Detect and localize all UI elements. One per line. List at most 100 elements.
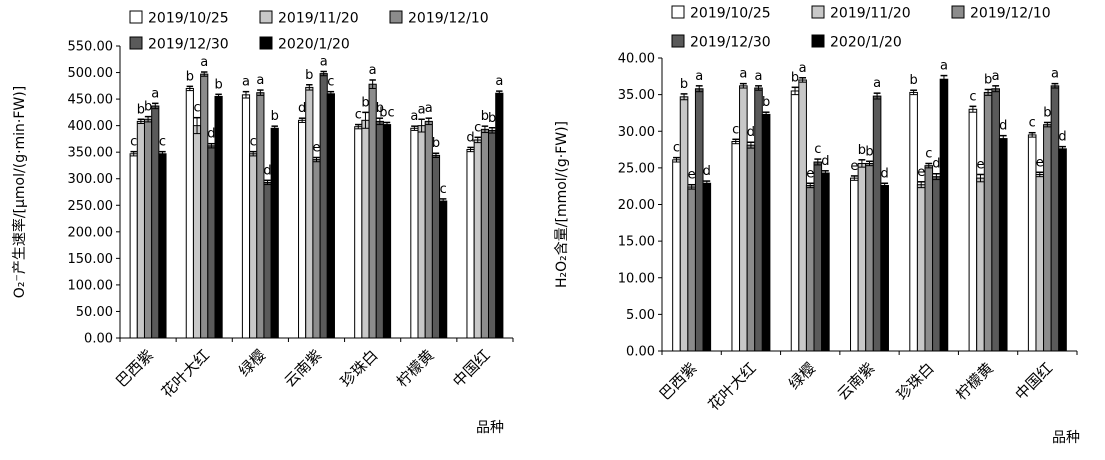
significance-label: d — [881, 166, 889, 181]
bar-2019/10/25-花叶大红 — [185, 87, 194, 339]
significance-label: b — [680, 77, 688, 92]
bar-2019/11/20-花叶大红 — [192, 125, 202, 339]
significance-label: a — [739, 67, 747, 82]
y-tick-label: 350.00 — [68, 146, 114, 161]
bar-2019/10/25-花叶大红 — [731, 141, 741, 352]
legend-label: 2019/11/20 — [278, 11, 359, 27]
y-tick-label: 550.00 — [68, 40, 114, 55]
significance-label: b — [762, 95, 770, 110]
bar-2020/1/20-云南紫 — [880, 184, 889, 352]
category-label: 巴西紫 — [656, 359, 701, 404]
significance-label: a — [425, 101, 433, 116]
chart-2: 0.00 5.00 10.00 15.00 20.00 25.00 30.00 35.00 40… — [554, 5, 1080, 446]
bar-2019/12/10-花叶大红 — [746, 144, 756, 352]
significance-label: c — [130, 135, 137, 150]
significance-label: b — [186, 69, 194, 84]
bar-2020/1/20-花叶大红 — [214, 95, 223, 339]
legend-swatch — [259, 10, 273, 24]
bar-2020/1/20-柠檬黄 — [439, 200, 448, 339]
x-axis-title: 品种 — [476, 420, 504, 436]
bar-2020/1/20-中国红 — [1058, 148, 1067, 352]
legend-swatch — [389, 10, 403, 24]
significance-label: a — [755, 69, 763, 84]
bar-2019/11/20-珍珠白 — [361, 119, 370, 339]
y-axis-title: H₂O₂含量/[mmol/(g·FW)] — [554, 121, 570, 288]
significance-label: a — [369, 63, 377, 78]
significance-label: a — [320, 54, 328, 69]
significance-label: a — [695, 69, 703, 84]
significance-label: e — [313, 140, 321, 155]
bar-2020/1/20-云南紫 — [326, 93, 335, 339]
bar-2019/11/20-巴西紫 — [679, 96, 689, 352]
bar-2019/12/30-花叶大红 — [754, 87, 763, 352]
bar-2019/11/20-绿樱 — [798, 79, 807, 352]
y-tick-label: 50.00 — [76, 305, 113, 320]
significance-label: b — [305, 68, 313, 83]
bar-2019/10/25-云南紫 — [850, 177, 859, 352]
y-tick-label: 20.00 — [618, 198, 655, 213]
bar-2019/11/20-云南紫 — [305, 86, 314, 339]
bar-2019/11/20-柠檬黄 — [417, 125, 426, 339]
significance-label: d — [263, 163, 271, 178]
bar-2019/10/25-巴西紫 — [129, 153, 138, 339]
significance-label: a — [1051, 67, 1059, 82]
significance-label: e — [688, 168, 696, 183]
bar-2019/12/10-云南紫 — [865, 162, 874, 352]
bar-2019/10/25-柠檬黄 — [968, 108, 978, 352]
significance-label: c — [440, 182, 447, 197]
bar-2020/1/20-珍珠白 — [382, 124, 392, 339]
category-label: 花叶大红 — [705, 359, 760, 414]
category-label: 花叶大红 — [158, 346, 213, 401]
bar-2019/10/25-巴西紫 — [672, 159, 681, 352]
significance-label: b — [984, 72, 992, 87]
significance-label: c — [327, 75, 334, 90]
legend-swatch — [811, 5, 825, 19]
bar-2019/10/25-绿樱 — [241, 94, 251, 339]
legend-label: 2019/12/10 — [970, 6, 1051, 22]
bar-2019/10/25-珍珠白 — [354, 126, 363, 339]
significance-label: b — [488, 111, 496, 126]
y-tick-label: 25.00 — [618, 161, 655, 176]
x-axis-title: 品种 — [1052, 430, 1080, 446]
significance-label: d — [466, 130, 474, 145]
legend-swatch — [811, 34, 825, 48]
bar-2019/10/25-中国红 — [466, 149, 475, 339]
bar-2019/12/10-云南紫 — [312, 159, 321, 339]
category-label: 云南紫 — [281, 346, 326, 391]
bar-2020/1/20-绿樱 — [821, 172, 830, 352]
y-tick-label: 40.00 — [618, 52, 655, 67]
bar-2019/12/10-珍珠白 — [924, 165, 934, 352]
legend: 2019/10/25 2019/11/20 2019/12/10 2019/12/30… — [129, 10, 489, 53]
legend-swatch — [671, 34, 685, 48]
significance-label: b — [481, 109, 489, 124]
significance-label: b — [137, 102, 145, 117]
bar-2020/1/20-花叶大红 — [761, 113, 771, 352]
category-label: 中国红 — [1012, 359, 1057, 404]
y-tick-label: 10.00 — [618, 271, 655, 286]
significance-label: a — [418, 102, 426, 117]
significance-label: d — [747, 125, 755, 140]
legend-label: 2019/12/10 — [408, 11, 489, 27]
y-tick-label: 0.00 — [626, 345, 655, 360]
significance-label: b — [361, 95, 369, 110]
legend-label: 2020/1/20 — [830, 35, 902, 51]
significance-label: c — [925, 146, 932, 161]
category-label: 绿樱 — [785, 359, 819, 393]
bar-2020/1/20-绿樱 — [270, 127, 279, 339]
legend-swatch — [259, 36, 273, 50]
significance-label: e — [850, 159, 858, 174]
significance-label: c — [969, 89, 976, 104]
bar-2019/10/25-珍珠白 — [909, 91, 918, 352]
category-label: 绿樱 — [235, 346, 269, 380]
category-label: 柠檬黄 — [952, 359, 997, 404]
bar-2019/11/20-珍珠白 — [916, 184, 926, 352]
bar-2019/11/20-中国红 — [1035, 173, 1045, 352]
y-tick-label: 5.00 — [626, 308, 655, 323]
bar-2019/10/25-柠檬黄 — [410, 127, 419, 339]
bar-2019/12/30-云南紫 — [319, 73, 328, 339]
bar-2019/11/20-巴西紫 — [136, 120, 145, 339]
legend-label: 2019/12/30 — [148, 37, 229, 53]
bar-2019/12/10-珍珠白 — [368, 83, 377, 339]
legend-label: 2019/12/30 — [690, 35, 771, 51]
category-label: 云南紫 — [834, 359, 879, 404]
